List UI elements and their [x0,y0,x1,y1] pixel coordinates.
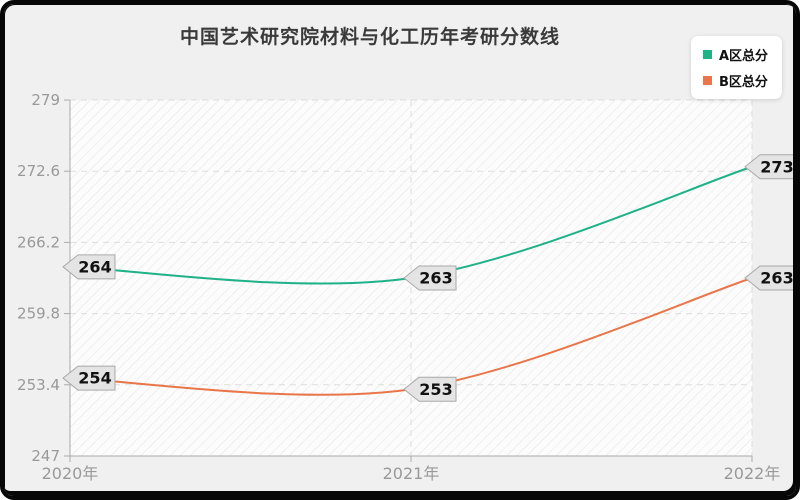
y-tick-label: 253.4 [17,376,60,394]
data-label-value: 273 [760,157,793,176]
data-label-badge [62,365,116,391]
data-label-value: 253 [419,380,452,399]
data-label-value: 264 [78,257,111,276]
data-label-badge [403,376,457,402]
data-label-value: 263 [419,269,452,288]
y-tick-label: 272.6 [17,162,60,180]
x-tick-label: 2020年 [42,464,99,483]
data-label-value: 263 [760,269,793,288]
data-label-value: 254 [78,369,111,388]
x-tick-label: 2021年 [383,464,440,483]
x-tick-label: 2022年 [724,464,781,483]
y-tick-label: 279 [31,91,60,109]
legend-label-a: A区总分 [718,49,768,64]
data-label-badge [403,265,457,291]
legend-label-b: B区总分 [718,75,768,90]
y-tick-label: 266.2 [17,233,60,251]
y-tick-label: 247 [31,447,60,465]
data-label-badge [62,254,116,280]
chart-title: 中国艺术研究院材料与化工历年考研分数线 [179,26,560,48]
y-tick-label: 259.8 [17,305,60,323]
legend: A区总分 B区总分 [690,36,782,99]
legend-item-series-a[interactable]: A区总分 [702,45,768,64]
legend-swatch-a-icon [702,50,712,59]
legend-item-series-b[interactable]: B区总分 [702,71,768,90]
legend-swatch-b-icon [702,76,712,85]
